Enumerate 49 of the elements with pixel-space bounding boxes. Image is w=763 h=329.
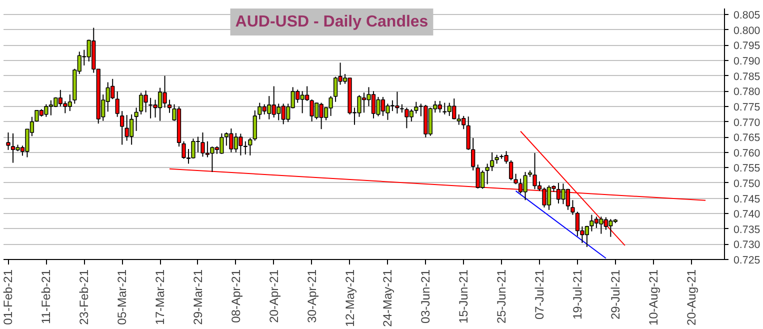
- y-tick-label: 0.805: [734, 10, 760, 22]
- y-tick-label: 0.775: [734, 101, 760, 114]
- x-tick-label: 20-Apr-21: [266, 269, 281, 323]
- candlestick: [120, 110, 124, 146]
- y-tick-label: 0.770: [734, 116, 760, 129]
- candlestick: [115, 90, 120, 118]
- candlestick: [508, 160, 514, 181]
- x-tick-label: 25-Jun-21: [494, 269, 509, 324]
- x-tick-label: 29-Mar-21: [190, 269, 205, 325]
- y-tick-label: 0.730: [734, 239, 760, 252]
- y-tick-label: 0.745: [734, 193, 760, 206]
- y-tick-label: 0.735: [734, 224, 760, 236]
- x-tick-label: 08-Apr-21: [228, 269, 243, 323]
- x-tick-label: 17-Mar-21: [153, 269, 168, 325]
- x-tick-label: 03-Jun-21: [418, 269, 433, 324]
- x-tick-label: 24-May-21: [380, 269, 395, 327]
- x-tick-label: 05-Mar-21: [115, 269, 130, 325]
- candlestick: [490, 152, 494, 172]
- y-tick-label: 0.780: [734, 86, 760, 98]
- x-tick-label: 29-Jul-21: [608, 269, 622, 320]
- x-tick-label: 20-Aug-21: [684, 269, 698, 326]
- y-tick-label: 0.725: [734, 254, 760, 266]
- x-tick-label: 10-Aug-21: [646, 269, 660, 326]
- candlestick: [252, 110, 257, 142]
- x-tick-label: 01-Feb-21: [1, 269, 16, 325]
- chart-title: AUD-USD - Daily Candles: [235, 14, 428, 30]
- candlestick: [134, 107, 138, 132]
- y-tick-label: 0.790: [734, 56, 760, 68]
- y-tick-label: 0.755: [734, 162, 760, 175]
- x-tick-label: 11-Feb-21: [39, 269, 54, 324]
- y-tick-label: 0.740: [734, 208, 760, 221]
- x-tick-label: 30-Apr-21: [304, 269, 319, 323]
- x-tick-label: 12-May-21: [342, 269, 357, 327]
- y-tick-label: 0.800: [734, 24, 760, 37]
- y-tick-label: 0.765: [734, 132, 760, 144]
- x-tick-label: 15-Jun-21: [456, 269, 471, 324]
- y-tick-label: 0.760: [734, 147, 760, 160]
- x-tick-label: 23-Feb-21: [77, 269, 92, 325]
- x-tick-label: 07-Jul-21: [532, 269, 547, 320]
- y-tick-label: 0.750: [734, 178, 760, 190]
- y-tick-label: 0.795: [734, 40, 760, 52]
- y-tick-label: 0.785: [734, 70, 760, 83]
- candlestick: [243, 140, 248, 156]
- candlestick: [570, 200, 575, 216]
- candlestick: [248, 137, 252, 156]
- candlestick: [6, 132, 10, 150]
- x-tick-label: 19-Jul-21: [570, 269, 584, 320]
- candlestick: [485, 163, 490, 185]
- candlestick: [167, 99, 172, 114]
